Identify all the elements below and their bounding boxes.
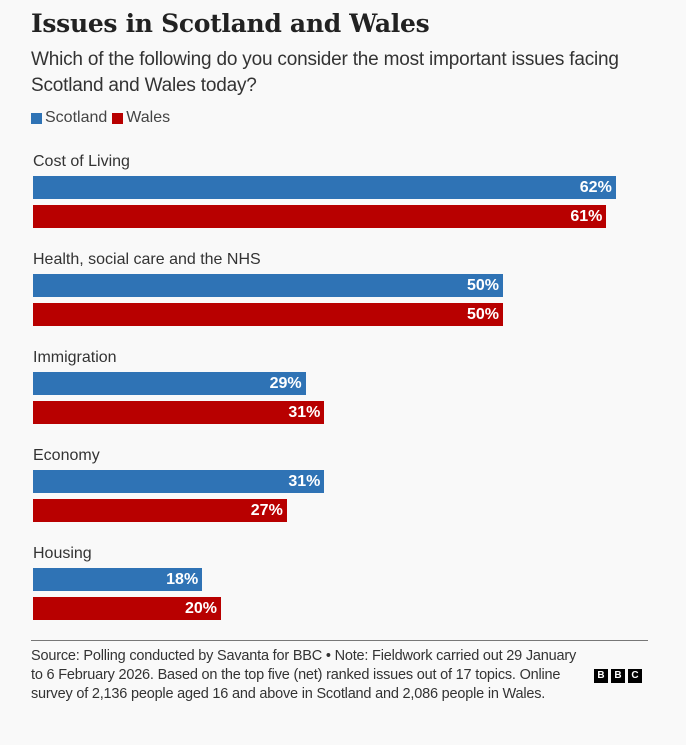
data-label: 31% (288, 404, 321, 421)
bar-scotland: 31% (33, 470, 325, 493)
chart-title: Issues in Scotland and Wales (31, 9, 430, 38)
data-label: 27% (250, 502, 283, 519)
chart-subtitle: Which of the following do you consider t… (31, 49, 619, 96)
source-note: Source: Polling conducted by Savanta for… (31, 648, 577, 702)
bar-scotland: 29% (33, 372, 306, 395)
data-label: 61% (570, 208, 603, 225)
data-label: 50% (466, 277, 499, 294)
category-label: Cost of Living (33, 153, 130, 170)
bar-wales: 20% (33, 597, 221, 620)
bar-wales: 61% (33, 205, 607, 228)
bar-scotland: 50% (33, 274, 503, 297)
legend-item-scotland: Scotland (31, 108, 107, 128)
legend-swatch-wales (112, 112, 124, 124)
category-group: Economy 31% 27% (33, 446, 648, 544)
category-label: Housing (33, 545, 92, 562)
category-label: Immigration (33, 349, 117, 366)
legend-label-scotland: Scotland (45, 109, 108, 126)
category-group: Cost of Living 62% 61% (33, 152, 648, 250)
bar-wales: 31% (33, 401, 325, 424)
bar-wales: 50% (33, 303, 503, 326)
chart-page: Issues in Scotland and Wales Which of th… (31, 9, 648, 714)
category-label: Health, social care and the NHS (33, 251, 261, 268)
logo-letter: B (611, 668, 625, 683)
data-label: 31% (288, 473, 321, 490)
data-label: 62% (579, 179, 612, 196)
legend-swatch-scotland (31, 112, 42, 124)
legend-label-wales: Wales (126, 109, 171, 126)
category-group: Housing 18% 20% (33, 544, 648, 642)
legend: Scotland Wales (31, 108, 648, 128)
category-group: Immigration 29% 31% (33, 348, 648, 446)
data-label: 18% (166, 571, 199, 588)
bar-chart: Cost of Living 62% 61% Health, social care … (31, 152, 648, 642)
bar-scotland: 62% (33, 176, 616, 199)
bbc-logo: B B C (594, 668, 642, 683)
category-group: Health, social care and the NHS 50% 50% (33, 250, 648, 348)
data-label: 29% (269, 375, 302, 392)
bar-scotland: 18% (33, 568, 203, 591)
data-label: 50% (466, 306, 499, 323)
footer: Source: Polling conducted by Savanta for… (31, 647, 648, 714)
data-label: 20% (184, 600, 217, 617)
logo-letter: B (594, 668, 608, 683)
logo-letter: C (628, 668, 642, 683)
category-label: Economy (33, 447, 100, 464)
legend-item-wales: Wales (112, 108, 170, 128)
bar-wales: 27% (33, 499, 287, 522)
footer-divider (31, 640, 648, 641)
